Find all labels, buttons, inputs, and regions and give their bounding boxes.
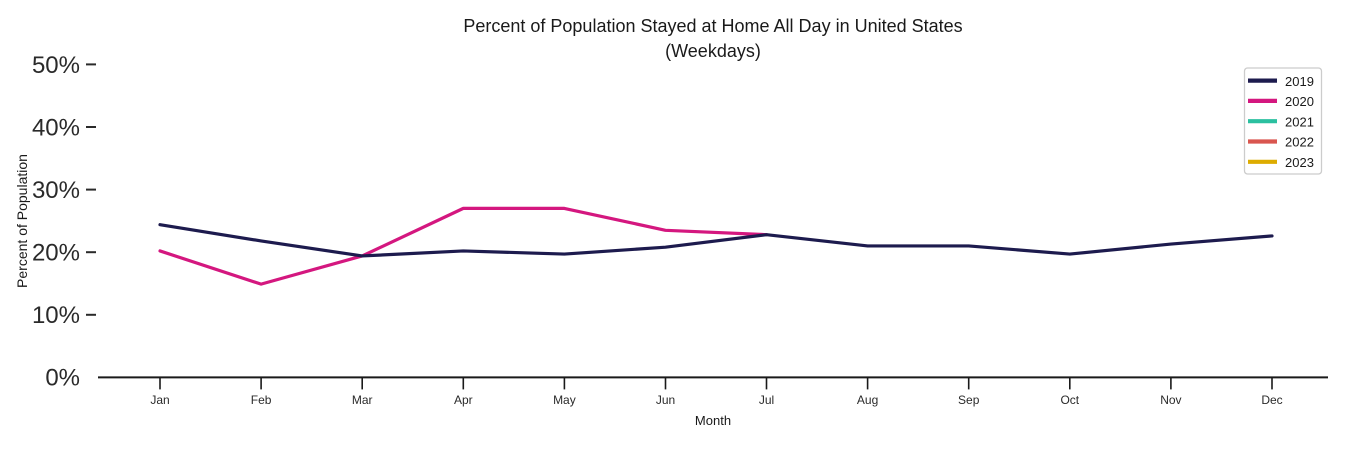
svg-text:Aug: Aug (857, 393, 878, 407)
svg-text:May: May (553, 393, 576, 407)
svg-text:30%: 30% (32, 177, 80, 204)
svg-text:20%: 20% (32, 240, 80, 267)
svg-text:Jan: Jan (150, 393, 169, 407)
svg-text:Mar: Mar (352, 393, 373, 407)
svg-text:Apr: Apr (454, 393, 473, 407)
svg-text:2020: 2020 (1285, 94, 1314, 109)
svg-text:Nov: Nov (1160, 393, 1181, 407)
svg-text:Dec: Dec (1261, 393, 1282, 407)
svg-text:40%: 40% (32, 115, 80, 142)
svg-text:Feb: Feb (251, 393, 272, 407)
svg-text:50%: 50% (32, 52, 80, 79)
svg-text:2022: 2022 (1285, 135, 1314, 150)
svg-text:0%: 0% (45, 365, 80, 392)
svg-text:2021: 2021 (1285, 114, 1314, 129)
svg-text:2019: 2019 (1285, 74, 1314, 89)
svg-text:Oct: Oct (1060, 393, 1079, 407)
svg-text:Sep: Sep (958, 393, 980, 407)
svg-text:Jul: Jul (759, 393, 774, 407)
svg-text:2023: 2023 (1285, 155, 1314, 170)
svg-text:Jun: Jun (656, 393, 675, 407)
svg-text:10%: 10% (32, 302, 80, 329)
